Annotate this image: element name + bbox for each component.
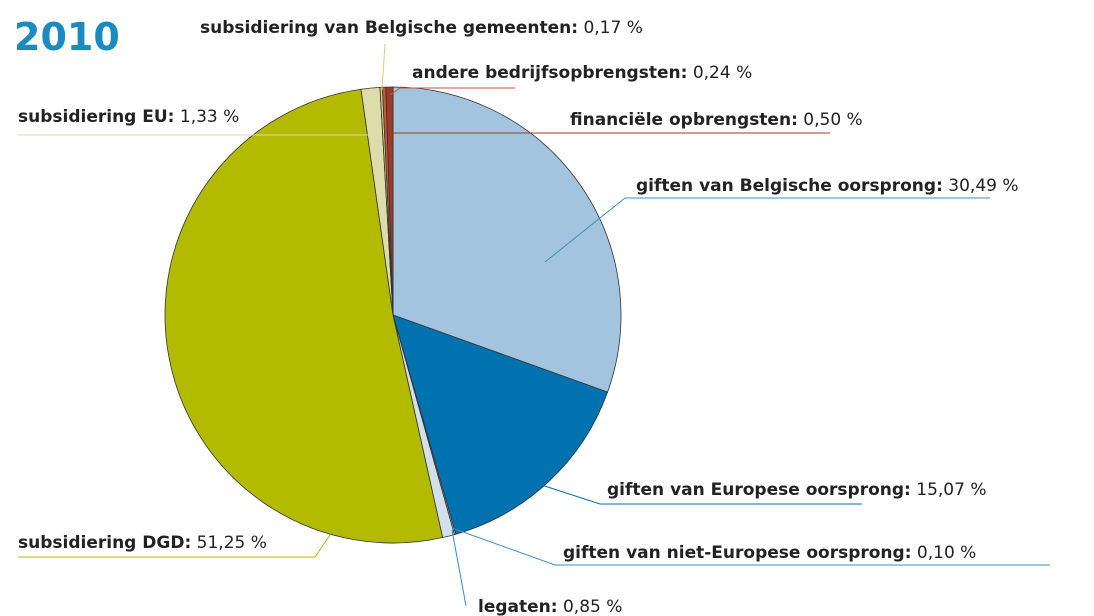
slice-name: subsidiering van Belgische gemeenten: (200, 18, 578, 38)
slice-label: giften van niet-Europese oorsprong: 0,10… (563, 543, 976, 563)
slice-label: subsidiering EU: 1,33 % (18, 107, 239, 127)
slice-label: financiële opbrengsten: 0,50 % (570, 110, 863, 130)
slice-name: giften van Europese oorsprong: (607, 480, 911, 500)
slice-value: 0,10 % (917, 543, 976, 563)
slice-name: andere bedrijfsopbrengsten: (412, 63, 687, 83)
leader-line (389, 87, 515, 96)
pie-slice (385, 86, 394, 316)
leader-line (18, 534, 331, 558)
slice-value: 0,17 % (583, 18, 642, 38)
chart-title: 2010 (14, 15, 120, 59)
slice-label: subsidiering van Belgische gemeenten: 0,… (200, 18, 643, 38)
slice-label: legaten: 0,85 % (478, 597, 622, 616)
leader-line (451, 527, 1050, 566)
leader-line (381, 43, 386, 91)
slice-label: giften van Belgische oorsprong: 30,49 % (636, 176, 1019, 196)
slice-label: giften van Europese oorsprong: 15,07 % (607, 480, 987, 500)
slice-name: giften van Belgische oorsprong: (636, 176, 943, 196)
slice-value: 30,49 % (948, 176, 1018, 196)
slice-name: legaten: (478, 597, 558, 616)
leader-line (519, 477, 862, 505)
slice-value: 1,33 % (180, 107, 239, 127)
slice-value: 0,50 % (803, 110, 862, 130)
slice-name: financiële opbrengsten: (570, 110, 798, 130)
pie-slice (392, 86, 622, 393)
slice-label: andere bedrijfsopbrengsten: 0,24 % (412, 63, 752, 83)
leader-line (544, 197, 990, 263)
slice-label: subsidiering DGD: 51,25 % (18, 533, 267, 553)
slice-value: 0,24 % (693, 63, 752, 83)
leader-line (451, 529, 467, 607)
slice-value: 0,85 % (563, 597, 622, 616)
slice-value: 51,25 % (197, 533, 267, 553)
pie-slice (392, 314, 609, 535)
slice-name: subsidiering DGD: (18, 533, 191, 553)
slice-name: giften van niet-Europese oorsprong: (563, 543, 912, 563)
pie-slice (164, 88, 444, 544)
slice-name: subsidiering EU: (18, 107, 174, 127)
slice-value: 15,07 % (916, 480, 986, 500)
